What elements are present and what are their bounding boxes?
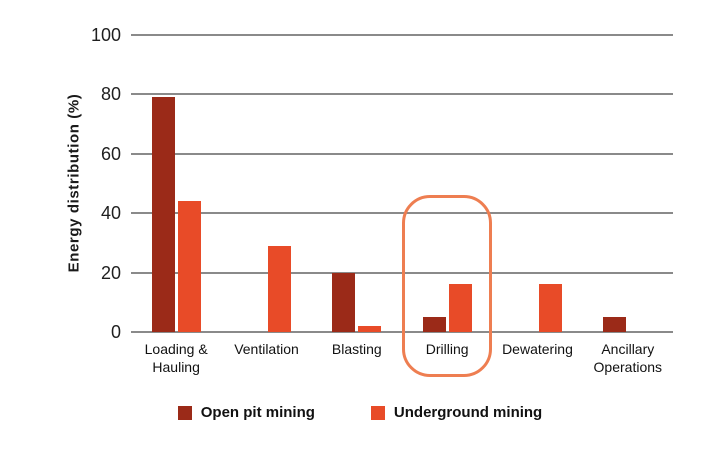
bar-underground-mining-ventilation bbox=[267, 245, 291, 332]
x-axis-label-dewatering: Dewatering bbox=[502, 341, 573, 357]
bar-underground-mining-loading-hauling bbox=[177, 201, 201, 332]
legend-item-underground-mining: Underground mining bbox=[370, 404, 543, 421]
bar-group-blasting bbox=[312, 35, 402, 332]
category-columns: Loading & Hauling Ventilation Blasting Dril… bbox=[131, 35, 673, 377]
gridline-100 bbox=[131, 34, 673, 36]
legend-item-open-pit-mining: Open pit mining bbox=[177, 404, 315, 421]
y-tick-label-40: 40 bbox=[100, 203, 121, 224]
legend-label-open-pit-mining: Open pit mining bbox=[200, 404, 315, 421]
x-axis-label-ventilation: Ventilation bbox=[234, 341, 299, 357]
bar-group-ancillary-operations bbox=[583, 35, 673, 332]
gridline-80 bbox=[131, 93, 673, 96]
plot-area: 0 20 40 60 80 100 Loading & Hauling Ventilatio… bbox=[91, 25, 673, 377]
category-column-drilling: Drilling bbox=[401, 35, 493, 377]
y-tick-label-100: 100 bbox=[90, 25, 121, 45]
bar-group-drilling bbox=[402, 35, 492, 332]
bar-underground-mining-dewatering bbox=[538, 284, 562, 332]
bar-group-dewatering bbox=[492, 35, 582, 332]
x-axis-label-loading-hauling: Loading & Hauling bbox=[144, 341, 208, 376]
category-column-dewatering: Dewatering bbox=[492, 35, 582, 357]
y-axis-title: Energy distribution (%) bbox=[65, 93, 83, 273]
legend-swatch-open-pit-mining bbox=[177, 405, 192, 420]
y-tick-label-80: 80 bbox=[100, 84, 121, 105]
bar-underground-mining-blasting bbox=[358, 326, 382, 332]
bar-underground-mining-drilling bbox=[448, 284, 472, 332]
y-tick-label-0: 0 bbox=[110, 322, 121, 342]
bar-open-pit-mining-loading-hauling bbox=[151, 97, 175, 332]
x-axis-label-ancillary-operations: Ancillary Operations bbox=[593, 341, 663, 376]
legend: Open pit mining Underground mining bbox=[0, 404, 720, 421]
bar-open-pit-mining-ancillary-operations bbox=[603, 317, 627, 332]
x-axis-label-blasting: Blasting bbox=[331, 341, 382, 357]
legend-swatch-underground-mining bbox=[370, 405, 385, 420]
category-column-ventilation: Ventilation bbox=[221, 35, 311, 357]
bar-open-pit-mining-blasting bbox=[332, 272, 356, 332]
bar-group-ventilation bbox=[221, 35, 311, 332]
category-column-ancillary-operations: Ancillary Operations bbox=[583, 35, 673, 375]
y-tick-label-60: 60 bbox=[100, 143, 121, 164]
legend-label-underground-mining: Underground mining bbox=[393, 404, 543, 421]
bar-group-loading-hauling bbox=[131, 35, 221, 332]
gridline-60 bbox=[131, 152, 673, 155]
y-tick-label-20: 20 bbox=[100, 262, 121, 283]
category-column-loading-hauling: Loading & Hauling bbox=[131, 35, 221, 375]
x-axis-label-drilling: Drilling bbox=[425, 341, 469, 357]
category-column-blasting: Blasting bbox=[312, 35, 402, 357]
bar-open-pit-mining-drilling bbox=[422, 317, 446, 332]
